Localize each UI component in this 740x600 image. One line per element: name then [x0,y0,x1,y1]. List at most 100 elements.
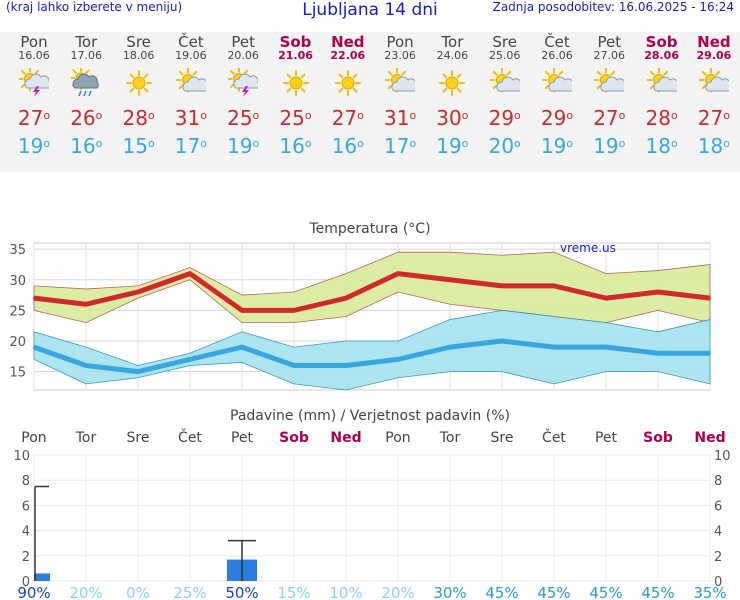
max-temperature-point [709,297,711,300]
x-tick-label: Sre [491,430,514,446]
day-name: Tor [441,33,464,51]
min-temperature: 20o [488,134,521,158]
watermark: vreme.us [560,241,616,255]
max-temperature: 29o [540,106,574,130]
day-date: 16.06 [18,49,50,62]
y-tick-label-right: 10 [714,449,731,464]
y-tick-label-left: 4 [22,525,30,540]
day-date: 24.06 [436,49,469,62]
day-name: Ned [697,33,731,51]
day-column: Ned 22.06 27o 16o [322,32,374,158]
max-temperature: 31o [174,106,207,130]
precipitation-probability: 90% [17,584,50,600]
min-temperature-line [33,338,710,375]
min-temperature-point [85,364,87,367]
x-tick-label: Ned [694,430,725,446]
min-temperature-point [657,352,659,355]
max-temperature: 28o [122,106,155,130]
min-temperature-point [553,346,555,349]
max-temperature: 27o [697,106,730,130]
min-temperature: 18o [645,134,678,158]
max-temperature: 27o [17,106,51,130]
sun-icon [125,70,152,96]
min-temperature: 17o [384,134,417,158]
day-date: 27.06 [593,49,626,62]
day-column: Sob 21.06 25o 16o [270,32,322,158]
min-temperature: 19o [436,134,469,158]
max-temperature: 25o [279,106,312,130]
min-temperature-point [501,340,503,342]
y-tick-label: 25 [9,304,26,319]
sun-icon [334,70,361,96]
precipitation-probability: 0% [126,584,150,600]
y-tick-label-left: 8 [22,474,30,489]
max-temperature-point [397,272,399,275]
max-temperature: 28o [645,106,678,130]
min-temperature: 16o [279,134,312,158]
x-tick-label: Čet [542,428,566,446]
max-temperature: 29o [488,106,521,130]
day-column: Sob 28.06 28o 18o [636,32,688,158]
day-name: Sob [279,33,312,51]
sun-cloud-icon [175,68,206,93]
day-name: Čet [544,33,570,51]
day-name: Čet [178,33,204,51]
day-name: Pon [20,33,48,51]
y-tick-label-right: 2 [714,550,722,565]
x-tick-label: Čet [178,428,202,446]
precipitation-probability: 45% [537,584,570,600]
day-name: Sre [492,33,517,51]
day-date: 26.06 [541,49,573,62]
menu-hint[interactable]: (kraj lahko izberete v meniju) [6,0,183,14]
min-temperature-point [189,358,191,361]
day-name: Tor [75,33,98,51]
sun-cloud-icon [489,68,520,93]
day-name: Pet [597,33,622,51]
max-temperature-line [33,271,711,313]
day-name: Pon [386,33,414,51]
day-date: 20.06 [227,49,259,62]
max-temperature-point [137,291,139,293]
sun-cloud-lightning-icon [19,68,49,97]
min-temperature: 19o [593,134,626,158]
x-tick-label: Tor [75,430,97,446]
min-temperature-point [397,358,399,361]
max-temperature-point [501,284,503,287]
precipitation-probability: 20% [69,584,102,600]
sun-cloud-icon [698,68,729,93]
precipitation-bar [34,573,50,581]
max-temperature-point [33,297,35,300]
day-date: 29.06 [696,49,732,62]
sun-icon [282,70,309,96]
y-tick-label-right: 8 [714,474,722,489]
last-updated: Zadnja posodobitev: 16.06.2025 - 16:24 [492,0,734,14]
max-temperature-point [553,284,555,287]
min-temperature: 19o [227,134,260,158]
temperature-chart: Temperatura (°C) 15 20 25 30 35 vreme.us [9,221,711,391]
precipitation-plot-area [33,454,711,582]
day-date: 22.06 [330,49,366,62]
min-temperature-range [33,309,711,391]
x-tick-label: Pon [385,430,410,446]
min-temperature: 17o [174,134,207,158]
day-date: 23.06 [384,49,416,62]
min-temperature: 16o [331,134,364,158]
max-temperature-point [241,309,243,312]
page-title: Ljubljana 14 dni [302,0,438,20]
day-column: Pet 20.06 25o 19o [217,32,269,158]
y-tick-label-left: 10 [13,449,30,464]
precipitation-probability: 20% [381,584,414,600]
y-tick-label: 20 [9,335,26,350]
sun-cloud-icon [385,68,416,93]
day-column: Sre 18.06 28o 15o [113,32,165,158]
y-tick-label-left: 0 [22,575,30,590]
min-temperature: 15o [122,134,155,158]
sun-cloud-rain-icon [71,68,100,97]
max-temperature: 25o [227,106,260,130]
sun-cloud-icon [542,68,572,93]
x-tick-label: Pet [231,430,254,446]
y-tick-label-right: 4 [714,525,722,540]
day-date: 25.06 [488,49,521,62]
x-tick-label: Tor [439,430,461,446]
y-tick-label: 35 [9,243,26,258]
